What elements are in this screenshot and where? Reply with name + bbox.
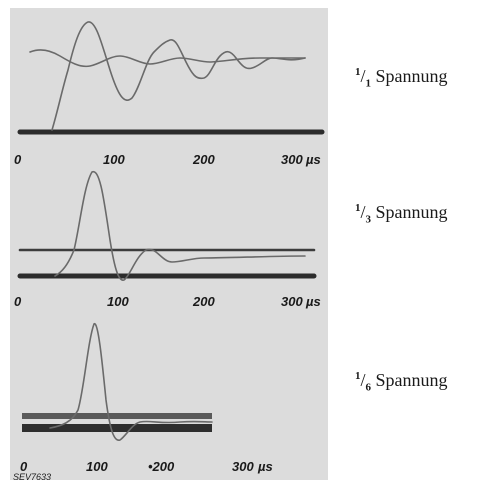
panel-1-background [10,8,328,166]
panel-2-tick-100: 100 [107,294,129,309]
panel-2-voltage-trace [54,171,306,281]
panel-2-traces [17,171,317,281]
panel-3-axis: 0 100 •200 300 µs [20,459,273,474]
panel-3-traces [22,323,213,441]
panel-1-voltage-trace [51,21,306,131]
panel-1-label-text: Spannung [375,66,448,86]
panel-2-axis: 0 100 200 300 µs [14,294,321,309]
panel-3-voltage-trace [49,323,213,441]
panel-3-tick-300: 300 [232,459,254,474]
panel-1-ratio-numerator: 1 [355,66,361,78]
panel-1-traces [17,21,325,135]
panel-1-tick-0: 0 [14,152,22,167]
panel-3-ratio-denominator: 6 [365,381,372,394]
panel-2-ratio-denominator: 3 [365,213,372,226]
panel-2-label: 1/3 Spannung [355,202,448,226]
panel-2-unit: µs [305,294,321,309]
panel-1-ratio-denominator: 1 [365,77,372,90]
panel-3-unit: µs [257,459,273,474]
panel-1-axis: 0 100 200 300 µs [14,152,321,167]
figure-stamp: SEV7633 [13,472,51,482]
panel-1-tick-100: 100 [103,152,125,167]
panel-1-tick-200: 200 [192,152,215,167]
panel-2-ratio-numerator: 1 [355,202,361,214]
panel-3-reference-band [22,413,212,419]
panel-1-tick-300: 300 [281,152,303,167]
panel-3-tick-0: 0 [20,459,28,474]
panel-3-label-text: Spannung [375,370,448,390]
panel-2-tick-300: 300 [281,294,303,309]
panel-1-label: 1/1 Spannung [355,66,448,90]
panel-3-tick-100: 100 [86,459,108,474]
panel-3-background [10,314,328,480]
panel-3-tick-200: •200 [148,459,175,474]
panel-2-background [10,166,328,314]
panel-1-unit: µs [305,152,321,167]
panel-3-label: 1/6 Spannung [355,370,448,394]
panel-2-tick-200: 200 [192,294,215,309]
panel-3-ratio-numerator: 1 [355,370,361,382]
panel-2-tick-0: 0 [14,294,22,309]
panel-3-baseline [22,424,212,432]
panel-1-reference-trace [29,49,306,68]
panel-2-label-text: Spannung [375,202,448,222]
